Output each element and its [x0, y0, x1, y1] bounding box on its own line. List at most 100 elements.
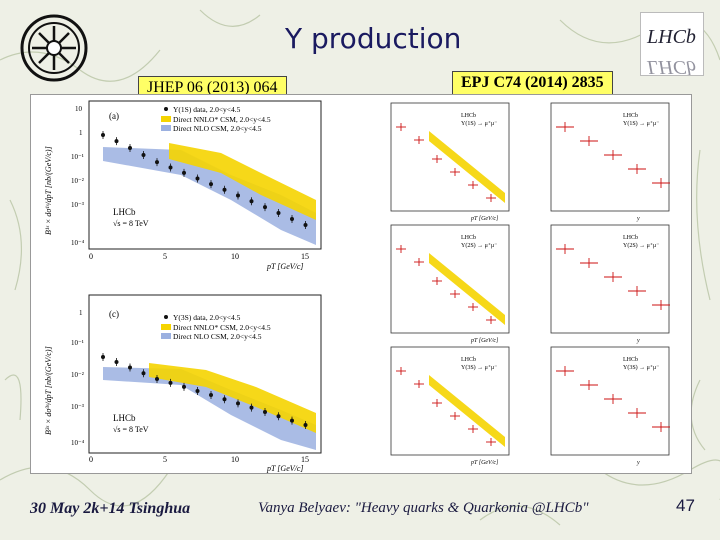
figure-panel: (a) Υ(1S) data, 2.0<y<4.5 Direct NNLO* C…	[30, 94, 692, 474]
ylabel-bottom: B³ˢ × dσ³ˢ/dpT [nb/(GeV/c)]	[44, 346, 53, 435]
data-point	[222, 397, 227, 402]
data-point	[263, 205, 267, 210]
y-subplot-frame	[550, 102, 670, 212]
xlabel-top: pT [GeV/c]	[266, 262, 304, 271]
right-y-xlabel: y	[636, 460, 640, 466]
svg-text:1: 1	[79, 309, 83, 317]
data-point	[195, 176, 200, 181]
footer-talk-title: Vanya Belyaev: "Heavy quarks & Quarkonia…	[258, 500, 589, 516]
data-point	[168, 380, 173, 385]
right-experiment-label: LHCb	[461, 235, 476, 241]
data-point	[209, 182, 213, 187]
right-decay-label: Υ(1S) → μ⁺μ⁻	[623, 120, 659, 127]
svg-text:10⁻³: 10⁻³	[71, 201, 84, 209]
xticks-top: 0 5 10 15	[89, 252, 309, 261]
right-experiment-label: LHCb	[623, 357, 638, 363]
data-point	[249, 405, 254, 410]
svg-text:10⁻³: 10⁻³	[71, 403, 84, 411]
svg-text:15: 15	[301, 455, 309, 464]
ylabel-top: B¹ˢ × dσ¹ˢ/dpT [nb/(GeV/c)]	[44, 146, 53, 235]
data-point	[168, 165, 173, 170]
svg-text:10⁻¹: 10⁻¹	[71, 339, 84, 347]
data-point	[182, 170, 186, 175]
energy-label-top: √s = 8 TeV	[113, 219, 149, 228]
right-pt-xlabel: pT [GeV/c]	[470, 216, 499, 222]
data-point	[276, 414, 281, 419]
data-points-bottom	[101, 353, 308, 429]
left-bottom-plot: (c) Υ(3S) data, 2.0<y<4.5 Direct NNLO* C…	[44, 294, 322, 473]
right-experiment-label: LHCb	[461, 357, 476, 363]
theory-band	[429, 375, 505, 447]
y-subplot-frame	[550, 346, 670, 456]
right-y-xlabel: y	[636, 338, 640, 344]
data-point	[249, 199, 254, 204]
right-decay-label: Υ(2S) → μ⁺μ⁻	[461, 242, 497, 249]
energy-label-bottom: √s = 8 TeV	[113, 425, 149, 434]
data-point	[114, 139, 119, 144]
slide-title: Υ production	[285, 22, 461, 55]
data-point	[101, 355, 105, 359]
svg-text:5: 5	[163, 252, 167, 261]
data-point	[290, 418, 294, 423]
title-text: production	[311, 22, 462, 55]
right-decay-label: Υ(3S) → μ⁺μ⁻	[461, 364, 497, 371]
legend-top-1: Υ(1S) data, 2.0<y<4.5	[173, 105, 241, 114]
right-decay-label: Υ(1S) → μ⁺μ⁻	[461, 120, 497, 127]
svg-text:10: 10	[231, 455, 239, 464]
experiment-label-top: LHCb	[113, 207, 136, 217]
lhcb-logo-text: LHCb	[646, 26, 696, 48]
svg-text:10: 10	[231, 252, 239, 261]
data-point	[195, 388, 200, 393]
panel-label-a: (a)	[109, 111, 119, 121]
data-point	[290, 217, 294, 222]
data-point	[236, 401, 240, 406]
legend-bottom-2: Direct NNLO* CSM, 2.0<y<4.5	[173, 323, 271, 332]
data-point	[128, 365, 132, 370]
nnlo-band-bottom	[149, 363, 316, 433]
svg-text:10⁻²: 10⁻²	[71, 371, 84, 379]
svg-text:10⁻¹: 10⁻¹	[71, 153, 84, 161]
data-point	[141, 371, 146, 376]
yticks-bottom: 1 10⁻¹ 10⁻² 10⁻³ 10⁻⁴	[71, 309, 85, 447]
data-point	[303, 423, 308, 427]
right-experiment-label: LHCb	[461, 113, 476, 119]
right-decay-label: Υ(3S) → μ⁺μ⁻	[623, 364, 659, 371]
data-point	[141, 152, 146, 157]
y-subplot-frame	[550, 224, 670, 334]
data-point	[155, 377, 159, 382]
data-point	[209, 393, 213, 398]
nlo-band-bottom	[103, 367, 316, 450]
left-top-plot: (a) Υ(1S) data, 2.0<y<4.5 Direct NNLO* C…	[44, 100, 322, 271]
svg-text:10⁻⁴: 10⁻⁴	[71, 239, 85, 247]
legend-bottom-3: Direct NLO CSM, 2.0<y<4.5	[173, 332, 262, 341]
data-point	[101, 133, 105, 137]
data-point	[263, 409, 267, 414]
svg-text:0: 0	[89, 455, 93, 464]
legend-bottom-1: Υ(3S) data, 2.0<y<4.5	[173, 313, 241, 322]
data-point	[222, 187, 227, 192]
data-point	[155, 160, 159, 165]
legend-top-3: Direct NLO CSM, 2.0<y<4.5	[173, 124, 262, 133]
svg-text:5: 5	[163, 455, 167, 464]
theory-band	[429, 131, 505, 203]
page-number: 47	[676, 496, 695, 515]
reference-epj: EPJ C74 (2014) 2835	[452, 71, 613, 95]
right-experiment-label: LHCb	[623, 113, 638, 119]
xticks-bottom: 0 5 10 15	[89, 455, 309, 464]
upsilon-symbol: Υ	[285, 22, 303, 55]
xlabel-bottom: pT [GeV/c]	[266, 464, 304, 473]
legend-top-2: Direct NNLO* CSM, 2.0<y<4.5	[173, 115, 271, 124]
yticks-top: 10 1 10⁻¹ 10⁻² 10⁻³ 10⁻⁴	[71, 105, 85, 247]
right-y-xlabel: y	[636, 216, 640, 222]
lhcb-logo-reflection: LHCb	[646, 56, 696, 75]
svg-text:10⁻⁴: 10⁻⁴	[71, 439, 85, 447]
right-experiment-label: LHCb	[623, 235, 638, 241]
pt-subplot-frame	[390, 346, 510, 456]
right-pt-xlabel: pT [GeV/c]	[470, 338, 499, 344]
data-point	[128, 145, 132, 150]
legend-bottom: Υ(3S) data, 2.0<y<4.5 Direct NNLO* CSM, …	[161, 313, 271, 341]
right-decay-label: Υ(2S) → μ⁺μ⁻	[623, 242, 659, 249]
svg-text:1: 1	[79, 129, 83, 137]
theory-band	[429, 253, 505, 325]
